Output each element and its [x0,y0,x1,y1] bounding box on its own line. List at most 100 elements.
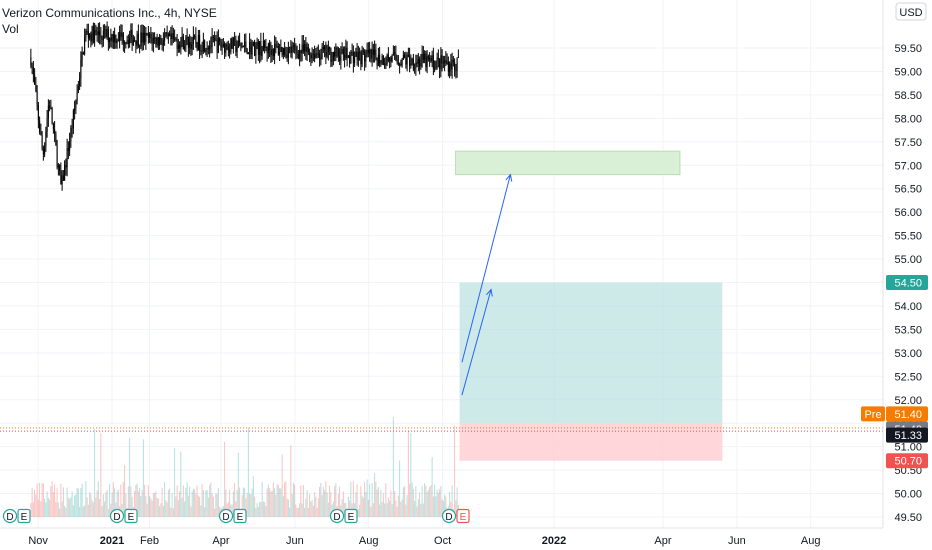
volume-bar [230,504,232,517]
volume-bar [284,482,286,517]
volume-bar [385,483,387,517]
candle-body [195,36,197,44]
volume-bar [251,488,253,517]
volume-bar [91,500,93,517]
candle-body [221,46,223,48]
volume-bar [105,492,107,517]
volume-bar [451,485,453,517]
dividend-marker-icon[interactable] [2,508,18,524]
volume-bar [365,492,367,517]
dividend-marker-icon[interactable] [329,508,345,524]
candle-body [275,44,277,47]
candle-body [349,55,351,64]
volume-bar [160,503,162,517]
candle-body [386,54,388,65]
candle-body [247,52,249,54]
volume-bar [426,491,428,517]
candle-body [204,40,206,52]
time-tick-label: Apr [212,535,229,547]
candle-body [339,56,341,62]
volume-bar [199,496,201,517]
dividend-marker-label: D [222,512,229,523]
stop-loss-zone[interactable] [459,423,723,461]
candle-body [175,38,177,40]
volume-bar [71,491,73,517]
chart-header: Verizon Communications Inc., 4h, NYSE Vo… [2,6,217,36]
projection-arrow[interactable] [461,174,511,363]
volume-bar [286,498,288,517]
candle-body [186,36,188,38]
volume-bar [274,488,276,517]
candle-body [244,41,246,47]
candle-body [336,47,338,49]
candle-body [309,52,311,55]
candle-body [112,34,114,43]
candle-body [289,46,291,49]
projection-arrows[interactable] [461,173,513,396]
target-zone[interactable] [455,150,681,176]
volume-bar [215,493,217,517]
currency-button[interactable]: USD [895,2,927,21]
volume-bar [181,497,183,517]
earnings-marker-icon[interactable] [17,508,31,524]
earnings-marker-icon[interactable] [233,508,247,524]
candle-body [385,63,387,65]
earnings-marker-icon[interactable] [456,508,470,524]
candle-body [245,41,247,49]
volume-bar [310,501,312,517]
candle-body [427,56,429,60]
earnings-marker-icon[interactable] [124,508,138,524]
candle-body [211,36,213,47]
volume-bar [337,493,339,517]
candle-body [124,42,126,45]
candle-body [206,48,208,51]
projection-arrow-head[interactable] [505,173,513,182]
volume-bar [395,500,397,517]
candle-body [390,57,392,62]
volume-bar [454,425,456,517]
volume-bar [209,485,211,517]
candle-body [41,134,43,149]
volume-bar [102,493,104,517]
candle-body [381,56,383,63]
candle-body [169,33,171,37]
candle-body [110,37,112,41]
time-tick-label: Nov [28,535,48,547]
candle-body [136,33,138,46]
candle-body [37,105,39,121]
candle-body [321,46,323,58]
candle-body [200,50,202,52]
candle-body [156,37,158,45]
candle-body [434,68,436,70]
price-tick-label: 56.50 [894,184,922,196]
dividend-marker-icon[interactable] [441,508,457,524]
dividend-marker-icon[interactable] [218,508,234,524]
volume-bar [360,486,362,517]
candle-body [219,37,221,42]
earnings-marker-icon[interactable] [344,508,358,524]
volume-bar [94,428,96,517]
position-tool[interactable] [455,150,723,461]
volume-bar [192,488,194,517]
volume-bar [424,483,426,517]
dividend-marker-icon[interactable] [109,508,125,524]
candle-body [436,57,438,62]
time-axis-background [0,528,932,550]
projection-arrow[interactable] [461,289,492,396]
currency-button-frame[interactable] [895,2,927,21]
candle-body [352,52,354,64]
candle-body [60,171,62,185]
volume-bar [75,494,77,517]
candle-body [36,91,38,106]
projection-arrow-head[interactable] [486,288,493,297]
candle-body [137,33,139,47]
profit-zone[interactable] [459,282,723,424]
